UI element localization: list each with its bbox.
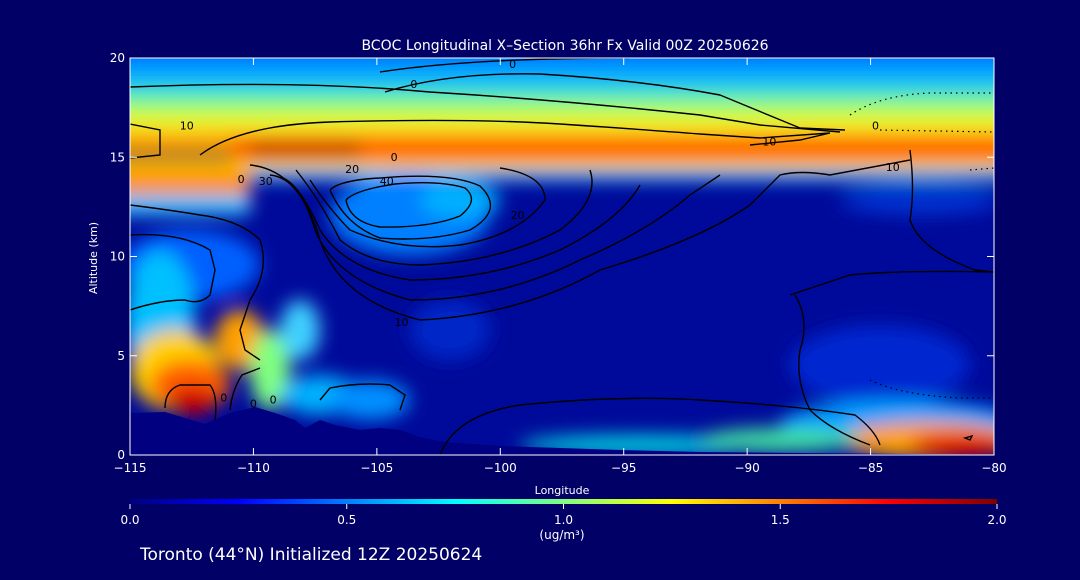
contour-label: 40 [380,175,394,188]
contour-label: 10 [762,135,776,148]
contour-label: 0 [270,393,277,406]
contour-label: 0 [391,151,398,164]
y-tick-label: 5 [117,349,125,363]
contour-dotted [849,92,994,399]
y-tick-label: 10 [110,250,125,264]
y-tick-label: 15 [110,150,125,164]
colorbar-tick-label: 0.0 [120,513,139,527]
colorbar-units: (ug/m³) [539,528,584,542]
y-tick-label: 0 [117,448,125,462]
y-axis: 0 5 10 15 20 [110,51,994,462]
x-tick-label: −80 [981,461,1006,475]
colorbar-tick-label: 1.5 [771,513,790,527]
x-tick-label: −105 [360,461,393,475]
terrain-profile [130,407,994,455]
contour-label: 0 [410,78,417,91]
y-axis-label: Altitude (km) [87,222,100,294]
contour-label: 10 [180,119,194,132]
contour-label: 20 [345,163,359,176]
colorbar [130,499,997,504]
contour-label: 20 [511,209,525,222]
contour-lines [130,58,994,455]
x-tick-label: −100 [484,461,517,475]
x-axis: −115 −110 −105 −100 −95 −90 −85 −80 [114,58,1007,475]
contour-label: 30 [259,175,273,188]
contour-label: 0 [509,58,516,71]
contour-label: 0 [220,391,227,404]
forecast-subtitle: Toronto (44°N) Initialized 12Z 20250624 [139,545,482,565]
x-tick-label: −115 [114,461,147,475]
colorbar-ticks: 0.0 0.5 1.0 1.5 2.0 [120,504,1007,527]
contour-label: 0 [238,173,245,186]
contour-label: 10 [395,316,409,329]
contour-label: 0 [250,397,257,410]
y-tick-label: 20 [110,51,125,65]
x-tick-label: −95 [611,461,636,475]
contour-label: 10 [886,161,900,174]
colorbar-tick-label: 1.0 [554,513,573,527]
x-tick-label: −90 [734,461,759,475]
x-tick-label: −110 [237,461,270,475]
chart-title: BCOC Longitudinal X–Section 36hr Fx Vali… [361,38,768,54]
contour-label: 0 [872,119,879,132]
colorbar-tick-label: 0.5 [337,513,356,527]
x-axis-label: Longitude [535,484,590,497]
colorbar-tick-label: 2.0 [987,513,1006,527]
x-tick-label: −85 [858,461,883,475]
concentration-field [130,58,994,455]
